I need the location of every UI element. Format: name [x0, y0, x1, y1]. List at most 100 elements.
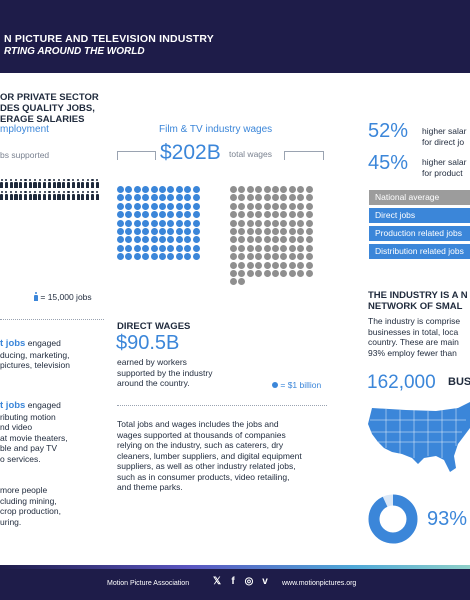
wage-dot	[167, 194, 175, 202]
person-icon	[9, 191, 13, 200]
wage-dot	[117, 202, 124, 210]
wage-dot	[192, 186, 200, 193]
person-icon	[66, 179, 71, 188]
facebook-icon[interactable]: f	[231, 576, 235, 587]
direct-jobs-paragraph: t jobs engaged ducing, marketing, pictur…	[0, 338, 70, 371]
wage-dot	[125, 194, 133, 202]
person-icon	[28, 179, 33, 188]
wage-dot	[263, 219, 271, 227]
wage-dot	[230, 253, 237, 261]
wage-dot	[305, 253, 313, 261]
wage-dot	[192, 227, 200, 235]
wage-dot	[297, 202, 305, 210]
wage-dot	[271, 194, 279, 202]
stat-production-line: for product	[422, 168, 463, 178]
wage-dot	[230, 244, 237, 252]
wage-dot	[158, 202, 166, 210]
wage-dot	[297, 186, 305, 193]
wage-dot	[238, 202, 246, 210]
wage-dot	[158, 219, 166, 227]
person-icon	[4, 179, 9, 188]
wage-dot	[125, 244, 133, 252]
person-icon	[57, 179, 61, 188]
wage-dot	[238, 261, 246, 269]
wage-dot	[167, 211, 175, 219]
wage-dot	[167, 227, 175, 235]
wage-dot	[280, 261, 288, 269]
wages-title: Film & TV industry wages	[159, 124, 273, 135]
wage-dot	[255, 211, 263, 219]
wage-dot	[175, 253, 183, 261]
wage-dot	[288, 227, 296, 235]
person-icon	[43, 191, 47, 200]
donut-value: 93%	[427, 508, 468, 530]
wage-dot	[175, 202, 183, 210]
header-banner: N PICTURE AND TELEVISION INDUSTRY RTING …	[0, 0, 470, 73]
wage-dot	[158, 194, 166, 202]
network-heading-line: THE INDUSTRY IS A N	[368, 290, 468, 301]
wage-dot	[125, 236, 133, 244]
wage-dot	[288, 261, 296, 269]
person-icon	[81, 191, 85, 200]
wage-dot	[246, 269, 254, 277]
wage-dot	[238, 244, 246, 252]
businesses-label: BUS	[448, 376, 470, 388]
wage-dot	[305, 202, 313, 210]
wage-dot	[297, 219, 305, 227]
wage-dot	[288, 194, 296, 202]
instagram-icon[interactable]: ◎	[244, 576, 254, 587]
wage-dot	[238, 269, 246, 277]
wage-dot	[271, 244, 279, 252]
wage-dot	[305, 227, 313, 235]
bar-production-jobs: Production related jobs	[369, 226, 470, 241]
wage-dot	[246, 219, 254, 227]
person-icon	[71, 179, 76, 188]
wage-dot	[246, 202, 254, 210]
wage-dot	[288, 219, 296, 227]
wage-dot	[305, 269, 313, 277]
wage-dot	[167, 236, 175, 244]
bar-direct-jobs: Direct jobs	[369, 208, 470, 223]
wage-dot	[192, 219, 200, 227]
wage-dot	[297, 261, 305, 269]
donut-arc	[368, 494, 418, 544]
total-jobs-line: relying on the industry, such as caterer…	[117, 440, 284, 450]
footer-website-link[interactable]: www.motionpictures.org	[282, 580, 357, 587]
salary-bars: National average Direct jobs Production …	[369, 190, 470, 262]
wage-dot	[142, 219, 150, 227]
wage-dot	[117, 227, 124, 235]
direct-wages-description: earned by workers supported by the indus…	[117, 357, 212, 389]
network-line: The industry is comprise	[368, 316, 461, 326]
wage-dot	[142, 186, 150, 193]
wage-dot	[230, 269, 237, 277]
total-jobs-line: and theme parks.	[117, 482, 183, 492]
wage-dot	[150, 202, 158, 210]
wage-dot	[230, 236, 237, 244]
wage-dot	[280, 269, 288, 277]
jobs-legend-text: = 15,000 jobs	[40, 292, 92, 302]
wage-dot	[175, 186, 183, 193]
person-icon	[38, 191, 42, 200]
wage-dot	[280, 244, 288, 252]
wage-dot	[125, 211, 133, 219]
person-icon	[4, 191, 9, 200]
direct-jobs-line: ducing, marketing,	[0, 349, 70, 360]
wage-dot	[117, 211, 124, 219]
x-icon[interactable]: 𝕏	[212, 576, 222, 587]
network-heading: THE INDUSTRY IS A N NETWORK OF SMAL	[368, 290, 468, 312]
person-icon	[62, 191, 66, 200]
person-icon	[66, 191, 71, 200]
wage-dot	[271, 261, 279, 269]
vimeo-icon[interactable]: v	[262, 576, 268, 587]
bar-distribution-jobs: Distribution related jobs	[369, 244, 470, 259]
direct-jobs-line: pictures, television	[0, 360, 70, 370]
wage-dot	[263, 244, 271, 252]
wage-dot	[255, 269, 263, 277]
wage-dot	[246, 244, 254, 252]
wage-dot	[288, 269, 296, 277]
header-subtitle: RTING AROUND THE WORLD	[4, 46, 145, 57]
wage-dot	[117, 194, 124, 202]
person-icon	[38, 179, 42, 188]
person-icon	[23, 179, 28, 188]
person-icon	[52, 191, 56, 200]
